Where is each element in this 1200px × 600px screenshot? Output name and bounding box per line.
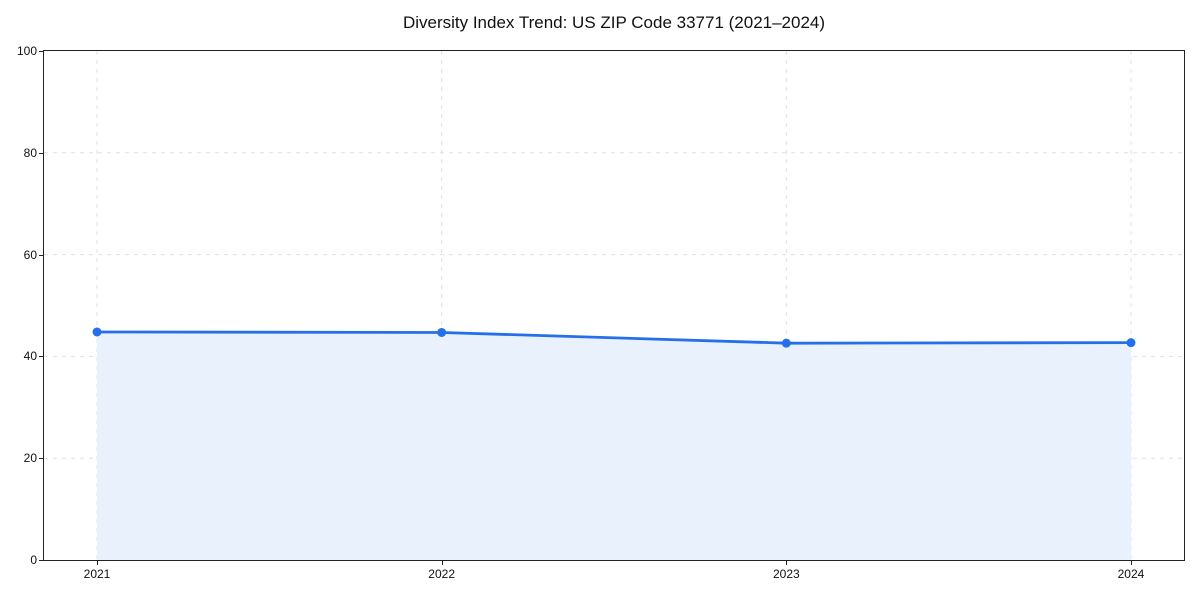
x-tick-label: 2023 xyxy=(772,567,800,581)
y-tick-label: 40 xyxy=(23,349,37,364)
y-tick-mark xyxy=(39,51,43,52)
x-tick-mark xyxy=(1130,561,1132,565)
y-tick-mark xyxy=(39,254,43,256)
data-point-2022 xyxy=(437,327,447,337)
data-point-2021 xyxy=(92,327,102,337)
area-fill xyxy=(97,331,1131,560)
x-tick-label: 2024 xyxy=(1117,567,1145,581)
x-tick-label: 2021 xyxy=(83,567,111,581)
trend-line xyxy=(95,330,1133,345)
x-tick-mark xyxy=(97,561,98,565)
data-point-2024 xyxy=(1126,338,1136,348)
y-tick-label: 60 xyxy=(23,247,37,262)
x-tick-mark xyxy=(441,561,443,565)
chart-title: Diversity Index Trend: US ZIP Code 33771… xyxy=(402,13,826,32)
y-tick-mark xyxy=(39,560,43,561)
y-tick-mark xyxy=(39,356,43,358)
y-tick-label: 20 xyxy=(23,451,37,466)
y-tick-label: 0 xyxy=(30,553,37,567)
y-tick-mark xyxy=(39,152,43,154)
data-point-2023 xyxy=(781,338,791,348)
plot-area xyxy=(43,50,1185,561)
y-tick-mark xyxy=(39,458,43,460)
plot-svg xyxy=(44,51,1184,560)
x-tick-mark xyxy=(786,561,788,565)
x-tick-label: 2022 xyxy=(428,567,455,581)
y-tick-label: 100 xyxy=(16,44,37,58)
y-tick-label: 80 xyxy=(23,145,37,160)
